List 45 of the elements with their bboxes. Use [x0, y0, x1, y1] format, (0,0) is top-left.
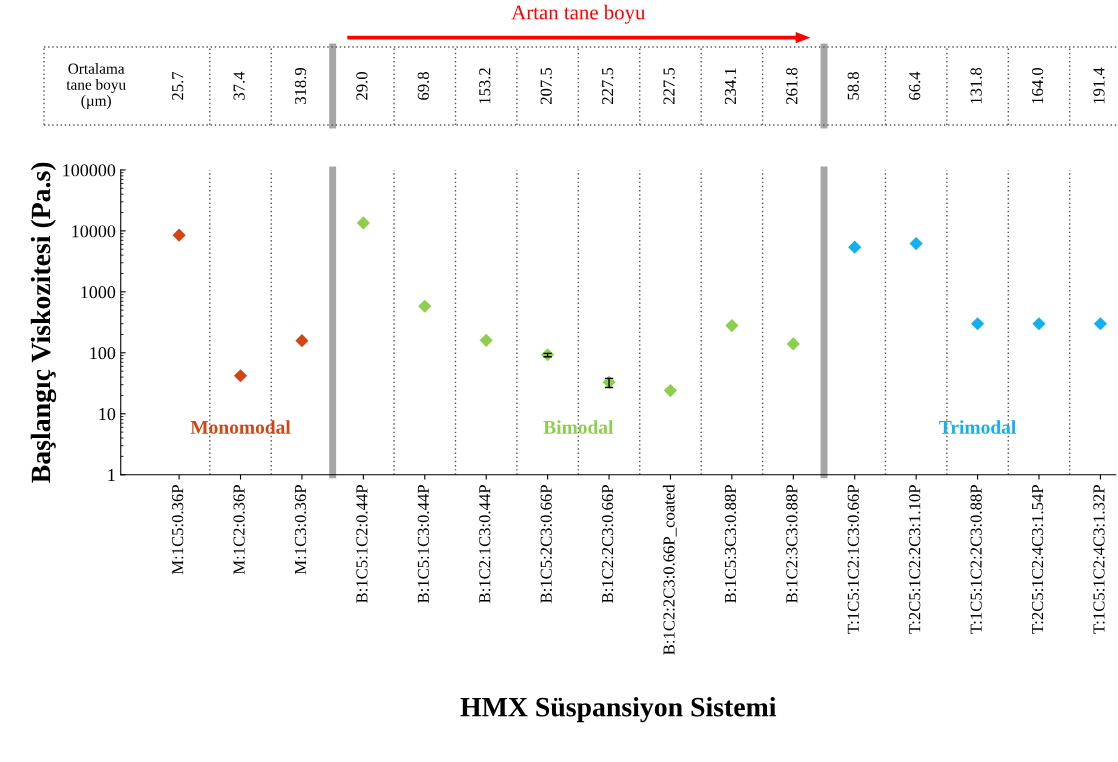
y-tick-label: 100000: [63, 164, 116, 177]
text: 37.4: [233, 71, 245, 100]
text: Monomodal: [190, 420, 291, 434]
x-tick-label: B:1C2:2C3:0.66P: [601, 485, 614, 603]
text: 29.0: [356, 72, 368, 100]
text: Trimodal: [939, 420, 1016, 434]
text: 58.8: [847, 72, 859, 100]
text: 318.9: [294, 67, 307, 104]
text: 66.4: [909, 71, 921, 100]
y-tick-label: 10000: [72, 225, 116, 238]
text: 131.8: [970, 67, 982, 104]
x-axis-title: HMX Süspansiyon Sistemi: [460, 696, 777, 723]
x-tick-label: B:1C5:3C3:0.88P: [724, 485, 737, 603]
x-tick-label: T:1C5:1C2:2C3:0.88P: [970, 485, 982, 634]
y-tick-label: 10: [99, 408, 116, 421]
x-tick-label: B:1C2:3C3:0.88P: [786, 485, 798, 603]
text: 227.5: [602, 67, 614, 105]
x-tick-label: B:1C5:1C3:0.44P: [417, 485, 430, 603]
x-tick-label: T:2C5:1C2:2C3:1.10P: [909, 485, 921, 634]
x-tick-label: T:2C5:1C2:4C3:1.54P: [1031, 485, 1044, 634]
text: 191.4: [1093, 67, 1105, 104]
text: 25.7: [172, 71, 184, 100]
text: 234.1: [724, 68, 737, 105]
y-tick-label: 1: [108, 469, 115, 481]
text: 69.8: [417, 72, 430, 100]
x-tick-label: B:1C5:1C2:0.44P: [356, 485, 368, 603]
text: 164.0: [1031, 67, 1044, 104]
text: 261.8: [786, 67, 798, 105]
text: 227.5: [663, 67, 675, 105]
text: 153.2: [479, 68, 491, 104]
y-tick-label: 100: [90, 347, 116, 360]
series-label: Bimodal: [543, 420, 614, 434]
x-tick-label: B:1C2:2C3:0.66P_coated: [662, 484, 677, 655]
y-axis-title: Başlangıç Viskozitesi (Pa.s): [30, 162, 57, 483]
x-tick-label: B:1C2:1C3:0.44P: [479, 485, 491, 603]
y-tick-label: 1000: [81, 286, 116, 299]
x-tick-label: M:1C5:0.36P: [172, 485, 184, 575]
text: Artan tane boyu: [511, 4, 646, 24]
x-tick-label: M:1C3:0.36P: [294, 485, 307, 575]
x-tick-label: T:1C5:1C2:1C3:0.66P: [847, 485, 859, 634]
text: Ortalama tane boyu (µm): [66, 63, 126, 109]
text: 207.5: [540, 67, 552, 105]
x-tick-label: M:1C2:0.36P: [233, 485, 245, 575]
x-tick-label: T:1C5:1C2:4C3:1.32P: [1093, 485, 1105, 634]
x-tick-label: B:1C5:2C3:0.66P: [540, 485, 552, 603]
